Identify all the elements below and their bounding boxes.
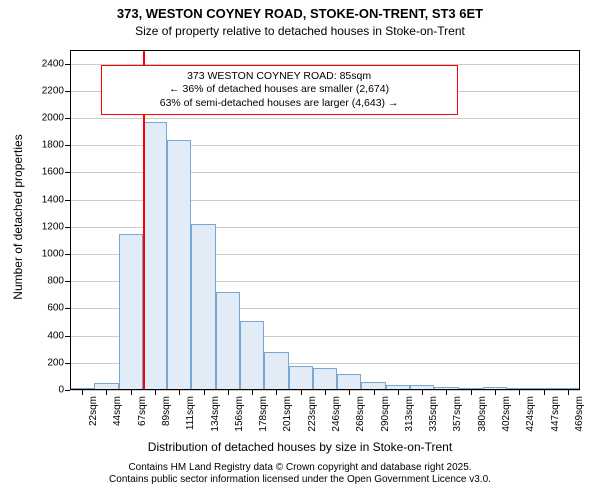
axis-left <box>70 50 71 390</box>
xtick-label: 469sqm <box>574 396 585 432</box>
xtick-label: 447sqm <box>550 396 561 432</box>
xtick-mark <box>82 390 83 395</box>
plot-area: 0200400600800100012001400160018002000220… <box>70 50 580 390</box>
annotation-line: ← 36% of detached houses are smaller (2,… <box>110 83 449 96</box>
ytick-label: 600 <box>47 303 70 314</box>
ytick-label: 2400 <box>42 58 70 69</box>
xtick-mark <box>301 390 302 395</box>
xtick-label: 201sqm <box>282 396 293 432</box>
xtick-label: 246sqm <box>331 396 342 432</box>
axis-bottom <box>70 389 580 390</box>
histogram-bar <box>289 366 313 390</box>
xtick-mark <box>568 390 569 395</box>
xtick-mark <box>228 390 229 395</box>
ytick-label: 1200 <box>42 221 70 232</box>
xtick-label: 178sqm <box>258 396 269 432</box>
footer-line-1: Contains HM Land Registry data © Crown c… <box>0 462 600 474</box>
xtick-label: 111sqm <box>185 396 196 430</box>
xtick-mark <box>106 390 107 395</box>
xtick-mark <box>349 390 350 395</box>
gridline <box>70 118 580 119</box>
axis-right <box>579 50 580 390</box>
histogram-bar <box>240 321 264 390</box>
xtick-label: 268sqm <box>355 396 366 432</box>
xtick-mark <box>471 390 472 395</box>
x-axis-label: Distribution of detached houses by size … <box>0 440 600 454</box>
axis-top <box>70 50 580 51</box>
xtick-label: 424sqm <box>525 396 536 432</box>
xtick-label: 223sqm <box>307 396 318 432</box>
xtick-label: 402sqm <box>501 396 512 432</box>
chart-subtitle: Size of property relative to detached ho… <box>0 24 600 38</box>
ytick-label: 800 <box>47 276 70 287</box>
chart-title: 373, WESTON COYNEY ROAD, STOKE-ON-TRENT,… <box>0 6 600 21</box>
xtick-label: 380sqm <box>477 396 488 432</box>
y-axis-label: Number of detached properties <box>11 47 25 387</box>
xtick-label: 156sqm <box>234 396 245 432</box>
histogram-bar <box>264 352 288 390</box>
xtick-label: 134sqm <box>210 396 221 432</box>
ytick-label: 2200 <box>42 85 70 96</box>
xtick-mark <box>495 390 496 395</box>
xtick-mark <box>204 390 205 395</box>
footer-credits: Contains HM Land Registry data © Crown c… <box>0 462 600 486</box>
ytick-label: 1400 <box>42 194 70 205</box>
ytick-label: 200 <box>47 357 70 368</box>
xtick-mark <box>374 390 375 395</box>
xtick-label: 44sqm <box>112 396 123 426</box>
xtick-mark <box>252 390 253 395</box>
histogram-bar <box>119 234 143 390</box>
histogram-bar <box>313 368 337 390</box>
histogram-bar <box>143 122 167 390</box>
xtick-mark <box>276 390 277 395</box>
xtick-mark <box>179 390 180 395</box>
xtick-label: 22sqm <box>88 396 99 426</box>
xtick-mark <box>155 390 156 395</box>
xtick-label: 89sqm <box>161 396 172 426</box>
xtick-label: 313sqm <box>404 396 415 432</box>
histogram-bar <box>216 292 240 390</box>
ytick-label: 0 <box>58 385 70 396</box>
xtick-label: 67sqm <box>137 396 148 426</box>
xtick-mark <box>519 390 520 395</box>
xtick-mark <box>446 390 447 395</box>
xtick-label: 290sqm <box>380 396 391 432</box>
xtick-mark <box>422 390 423 395</box>
annotation-line: 63% of semi-detached houses are larger (… <box>110 97 449 110</box>
xtick-mark <box>544 390 545 395</box>
histogram-bar <box>191 224 215 390</box>
annotation-box: 373 WESTON COYNEY ROAD: 85sqm← 36% of de… <box>101 65 458 114</box>
histogram-bar <box>337 374 361 390</box>
footer-line-2: Contains public sector information licen… <box>0 474 600 486</box>
chart-container: { "title": "373, WESTON COYNEY ROAD, STO… <box>0 0 600 500</box>
xtick-label: 335sqm <box>428 396 439 432</box>
annotation-line: 373 WESTON COYNEY ROAD: 85sqm <box>110 70 449 83</box>
ytick-label: 1600 <box>42 167 70 178</box>
xtick-mark <box>131 390 132 395</box>
xtick-label: 357sqm <box>452 396 463 432</box>
histogram-bar <box>167 140 191 390</box>
ytick-label: 400 <box>47 330 70 341</box>
ytick-label: 1000 <box>42 249 70 260</box>
ytick-label: 1800 <box>42 140 70 151</box>
ytick-label: 2000 <box>42 113 70 124</box>
xtick-mark <box>325 390 326 395</box>
xtick-mark <box>398 390 399 395</box>
